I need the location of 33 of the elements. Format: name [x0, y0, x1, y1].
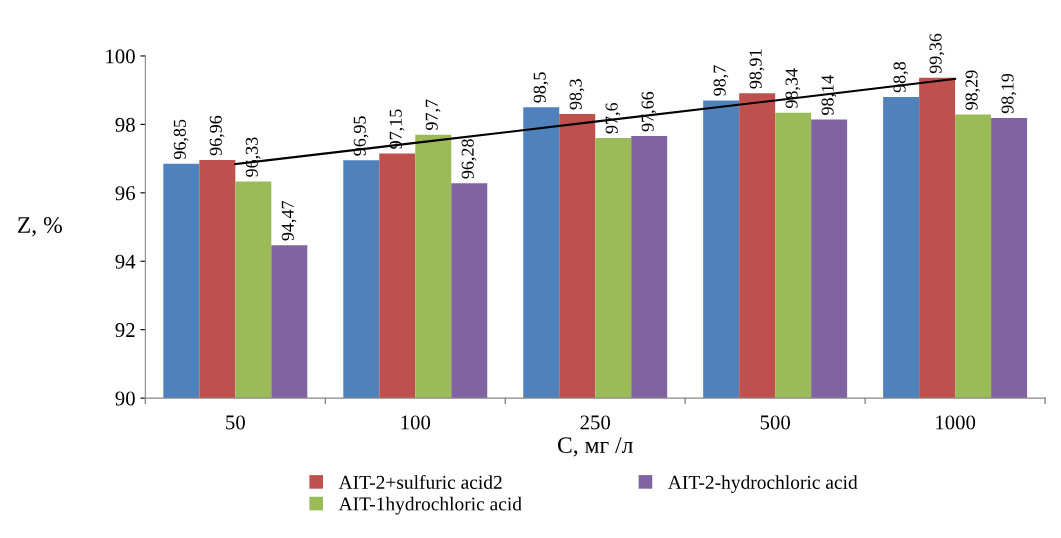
y-tick-label: 90 — [115, 391, 135, 406]
data-label: 96,96 — [209, 115, 225, 156]
data-label: 98,7 — [713, 65, 729, 96]
data-label: 98,91 — [749, 49, 765, 89]
y-tick-label: 98 — [115, 117, 135, 132]
x-tick-label: 50 — [226, 415, 245, 430]
data-label: 97,7 — [425, 99, 441, 130]
x-tick-label: 500 — [760, 415, 790, 430]
data-label: 97,66 — [641, 91, 657, 132]
data-label: 98,14 — [821, 75, 837, 115]
data-label: 98,34 — [785, 68, 801, 109]
x-tick-label: 100 — [401, 415, 431, 430]
y-axis-title: Z, % — [17, 217, 62, 237]
y-tick-label: 92 — [115, 323, 135, 338]
legend-label: AIT-2-hydrochloric acid — [668, 475, 858, 493]
data-label: 96,28 — [461, 139, 477, 179]
data-label: 98,19 — [1001, 73, 1017, 114]
data-label: 98,5 — [533, 72, 549, 103]
data-label: 98,29 — [965, 70, 981, 110]
y-tick-label: 96 — [115, 186, 136, 201]
data-label: 99,36 — [929, 33, 945, 74]
x-axis-title: C, мг /л — [557, 437, 633, 457]
x-tick-label: 250 — [580, 415, 611, 430]
data-label: 97,15 — [389, 109, 405, 149]
y-tick-label: 94 — [115, 254, 136, 269]
data-label: 96,85 — [173, 119, 189, 160]
y-tick-label: 100 — [106, 49, 135, 64]
legend-label: AIT-1hydrochloric acid — [338, 496, 522, 515]
x-tick-label: 1000 — [936, 415, 976, 430]
data-label: 94,47 — [281, 200, 297, 241]
data-label: 97,6 — [605, 102, 621, 134]
legend-label: AIT-2+sulfuric acid2 — [338, 475, 502, 489]
data-label: 98,3 — [569, 79, 585, 110]
